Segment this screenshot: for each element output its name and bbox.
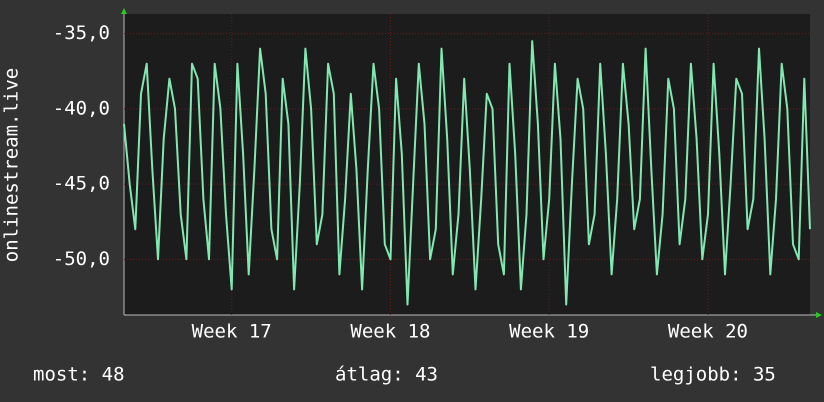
y-tick-label: -40,0: [53, 97, 110, 119]
x-arrow: [816, 312, 822, 318]
y-tick-label: -45,0: [53, 173, 110, 195]
x-tick-label: Week 19: [509, 321, 589, 343]
data-line: [123, 40, 811, 306]
footer-average: átlag: 43: [335, 364, 438, 386]
y-tick-label: -35,0: [53, 22, 110, 44]
y-arrow: [121, 8, 127, 14]
plot-area: [124, 14, 810, 315]
footer-best: legjobb: 35: [650, 364, 776, 386]
y-axis-title: onlinestream.live: [1, 68, 23, 262]
x-tick-label: Week 17: [192, 321, 272, 343]
x-tick-label: Week 18: [350, 321, 430, 343]
x-tick-label: Week 20: [668, 321, 748, 343]
y-tick-label: -50,0: [53, 248, 110, 270]
footer-current: most: 48: [33, 364, 125, 386]
